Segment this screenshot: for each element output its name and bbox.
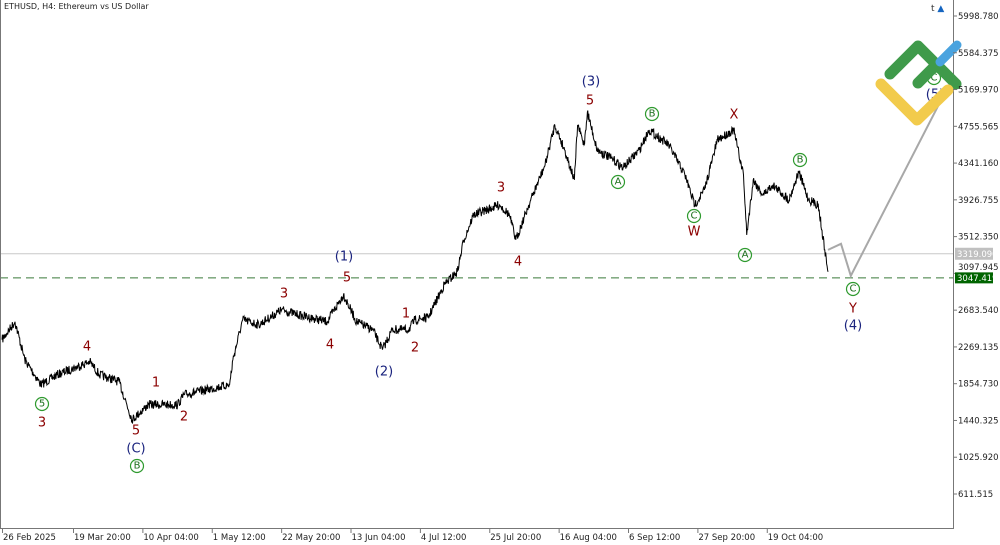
time-tick-label: 4 Jul 12:00	[421, 533, 467, 543]
current-price-tag	[955, 247, 993, 260]
wave-label: 3	[497, 181, 505, 196]
chart-title: ETHUSD, H4: Ethereum vs US Dollar	[4, 2, 149, 11]
price-tick-label: 2683.540	[958, 306, 999, 316]
projection-line	[827, 104, 940, 279]
wave-label: (3)	[582, 75, 600, 90]
wave-label: B	[134, 461, 141, 472]
time-tick-label: 19 Oct 04:00	[768, 533, 823, 543]
time-tick-label: 10 Apr 04:00	[143, 533, 198, 543]
graduation-cap-icon[interactable]: ▲	[937, 4, 945, 14]
price-tick-label: 3512.350	[958, 233, 999, 243]
wave-label-circle	[845, 281, 861, 297]
wave-label: A	[615, 177, 622, 188]
price-tick-label: 2269.135	[958, 343, 999, 353]
price-lines	[0, 253, 953, 279]
wave-label-circle	[686, 208, 702, 224]
wave-label: 1	[402, 307, 410, 322]
price-tick-label: 611.515	[958, 490, 993, 500]
wave-label: 5	[343, 271, 351, 286]
time-tick-label: 19 Mar 20:00	[74, 533, 131, 543]
time-tick-label: 27 Sep 20:00	[698, 533, 755, 543]
time-axis[interactable]: 26 Feb 2025 19 Mar 20:00 10 Apr 04:00 1 May…	[2, 528, 824, 543]
trade-icon[interactable]: t	[931, 4, 935, 14]
wave-label-circle	[34, 396, 50, 412]
wave-label-circle	[610, 174, 626, 190]
price-tick-label: 5998.780	[958, 12, 999, 22]
target-price-value: 3047.419	[957, 274, 998, 284]
price-tags: 3319.090 3047.419	[955, 247, 998, 284]
logo-green-arm	[912, 58, 943, 89]
price-tick-label: 1854.730	[958, 380, 999, 390]
brand-logo	[875, 40, 962, 126]
wave-label: (4)	[844, 319, 862, 334]
wave-label: 4	[83, 340, 91, 355]
price-tick-label: 5584.375	[958, 49, 999, 59]
price-tick-label: 3097.945	[958, 263, 999, 273]
time-tick-label: 16 Aug 04:00	[560, 533, 617, 543]
wave-label: 4	[326, 338, 334, 353]
wave-label: Y	[848, 302, 857, 317]
time-tick-label: 22 May 20:00	[282, 533, 340, 543]
wave-label-circle	[737, 247, 753, 263]
wave-label: 5	[132, 424, 140, 439]
wave-labels: 3415235412345WXY(C)(1)(2)(3)(4)(5)5BABCA…	[34, 70, 944, 474]
wave-label: B	[649, 109, 656, 120]
wave-label: 2	[180, 410, 188, 425]
logo-yellow-mark	[875, 78, 954, 126]
current-price-value: 3319.090	[957, 250, 998, 260]
wave-label-circle	[129, 458, 145, 474]
projection-path	[827, 104, 940, 279]
wave-label: W	[688, 225, 701, 240]
wave-label: 1	[152, 376, 160, 391]
wave-label-circle	[644, 106, 660, 122]
wave-label: A	[742, 250, 749, 261]
logo-green-mark	[884, 40, 962, 90]
wave-label: 3	[280, 287, 288, 302]
logo-blue-mark	[935, 40, 962, 67]
wave-label: C	[691, 211, 698, 222]
time-tick-label: 6 Sep 12:00	[629, 533, 680, 543]
wave-label: C	[931, 73, 938, 84]
target-price-tag	[955, 272, 993, 284]
price-axis[interactable]: 5998.780 5584.375 5169.970 4755.565 4341.160…	[953, 12, 999, 500]
top-right-tools: t ▲	[931, 4, 944, 14]
wave-label: 5	[586, 94, 594, 109]
wave-label: 3	[38, 416, 46, 431]
wave-label: 2	[411, 341, 419, 356]
price-series	[1, 110, 829, 424]
wave-label: B	[797, 155, 804, 166]
wave-label: C	[850, 284, 857, 295]
wave-label: (1)	[335, 250, 353, 265]
wave-label: (2)	[375, 365, 393, 380]
wave-label: 5	[39, 399, 45, 410]
time-tick-label: 26 Feb 2025	[3, 533, 56, 543]
price-tick-label: 5169.970	[958, 86, 999, 96]
price-line	[1, 110, 829, 424]
wave-label-circle	[792, 152, 808, 168]
price-tick-label: 3926.755	[958, 196, 999, 206]
wave-label: (C)	[126, 442, 145, 457]
time-tick-label: 25 Jul 20:00	[490, 533, 541, 543]
time-tick-label: 13 Jun 04:00	[352, 533, 406, 543]
price-tick-label: 1025.920	[958, 453, 999, 463]
time-tick-label: 1 May 12:00	[213, 533, 266, 543]
price-tick-label: 4341.160	[958, 159, 999, 169]
wave-label: 4	[514, 255, 522, 270]
price-tick-label: 4755.565	[958, 122, 999, 132]
price-tick-label: 1440.325	[958, 416, 999, 426]
wave-label: X	[730, 108, 739, 123]
